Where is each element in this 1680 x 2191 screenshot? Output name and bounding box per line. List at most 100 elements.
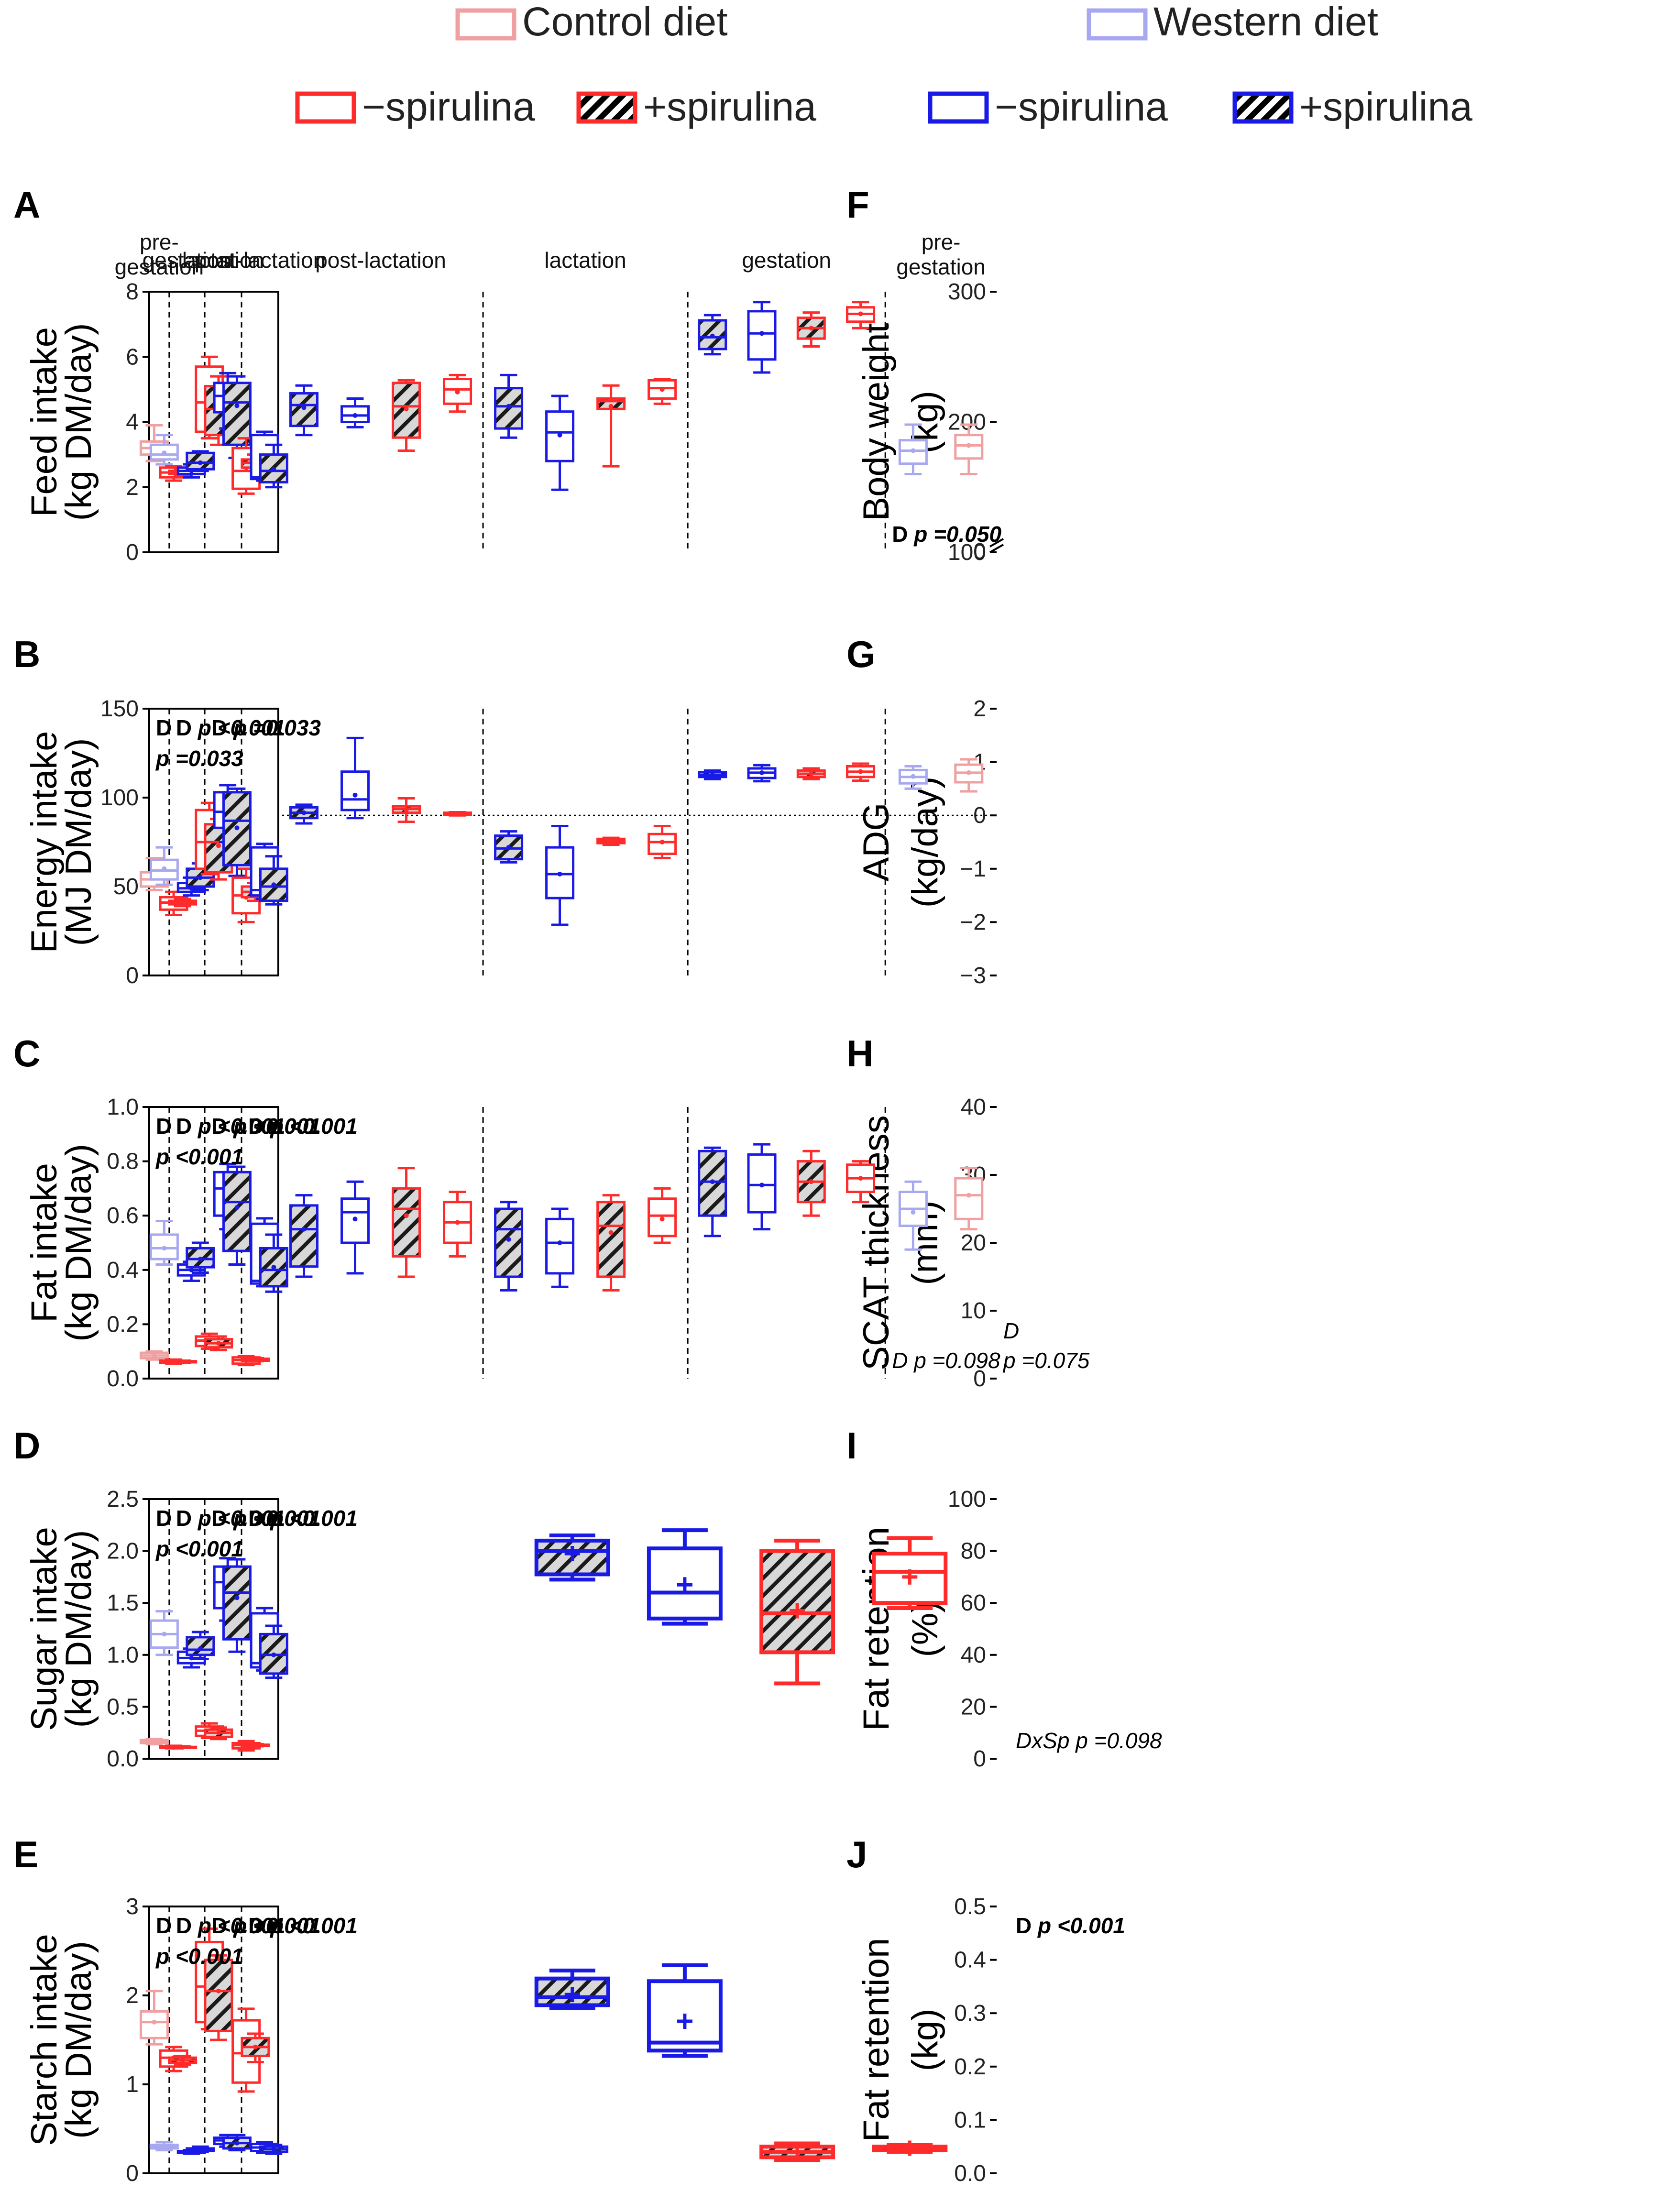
y-axis-label: Starch intake: [24, 1934, 65, 2146]
box-plot: [872, 2140, 948, 2156]
box-hatched: [289, 1204, 319, 1268]
y-tick-label: 0.4: [954, 1948, 986, 1973]
mean-marker: [198, 875, 203, 880]
mean-marker: [455, 811, 460, 816]
mean-marker: [271, 467, 276, 472]
mean-marker: [152, 2019, 157, 2025]
box-plot: [149, 1220, 179, 1266]
y-tick-label: 20: [961, 1694, 986, 1720]
y-tick-label: 1.0: [107, 1095, 139, 1120]
box-plot: [759, 2141, 835, 2162]
y-tick-label: 0.0: [107, 1366, 139, 1391]
box: [545, 1217, 575, 1275]
y-axis-label: (kg DM/day): [58, 323, 99, 521]
legend-treatment-label: +spirulina: [643, 84, 816, 129]
mean-marker: [455, 1220, 460, 1225]
y-tick-label: 2: [126, 1983, 139, 2008]
mean-marker: [858, 1176, 863, 1181]
y-tick-label: 300: [948, 279, 986, 305]
phase-label: post-lactation: [195, 248, 326, 273]
y-tick-label: −3: [960, 963, 986, 988]
stat-annotation: D: [156, 1913, 172, 1938]
legend-treatment-swatch: [576, 91, 637, 124]
mean-marker: [790, 1603, 805, 1619]
y-axis-label: (kg DM/day): [58, 1530, 99, 1728]
box-plot: [898, 765, 928, 790]
mean-marker: [162, 866, 167, 871]
box-plot: [647, 1528, 723, 1626]
box-plot: [186, 862, 215, 891]
mean-marker: [564, 1546, 580, 1562]
box-plot: [747, 1143, 777, 1231]
box-plot: [222, 1558, 252, 1653]
mean-marker: [564, 1987, 580, 2003]
mean-marker: [557, 432, 562, 438]
box-plot: [596, 836, 626, 846]
box-plot: [259, 855, 288, 906]
stat-annotation: D: [156, 715, 172, 740]
box-plot: [139, 1350, 169, 1361]
box-plot: [241, 1742, 270, 1748]
mean-marker: [152, 1740, 157, 1745]
mean-marker: [180, 1745, 185, 1750]
mean-marker: [253, 1742, 258, 1748]
y-tick-label: 40: [961, 1095, 986, 1120]
mean-marker: [790, 2144, 805, 2160]
mean-marker: [911, 448, 916, 453]
y-tick-label: 10: [961, 1298, 986, 1324]
stat-annotation: D p =0.033: [211, 715, 321, 740]
panel-letter: B: [13, 633, 40, 675]
box-plot: [289, 803, 319, 825]
mean-marker: [216, 843, 221, 848]
mean-marker: [759, 331, 765, 336]
mean-marker: [858, 311, 863, 317]
y-tick-label: 40: [961, 1643, 986, 1668]
box-plot: [289, 384, 319, 437]
box: [954, 1177, 984, 1220]
mean-marker: [710, 772, 715, 778]
box-hatched: [204, 1959, 233, 2032]
mean-marker: [659, 1216, 665, 1222]
mean-marker: [506, 404, 511, 409]
mean-marker: [352, 792, 358, 798]
box-plot: [392, 379, 421, 452]
box-plot: [222, 375, 252, 459]
mean-marker: [271, 882, 276, 887]
box-plot: [494, 1201, 524, 1292]
box-plot: [241, 2032, 270, 2063]
y-tick-label: 0.2: [107, 1312, 139, 1337]
y-tick-label: 100: [100, 785, 139, 811]
stat-annotation: p <0.001: [155, 1144, 243, 1169]
stat-annotation: D p <0.001: [1016, 1913, 1125, 1938]
box-plot: [647, 1963, 723, 2058]
y-axis-label: SCAT thickness: [856, 1115, 897, 1370]
mean-marker: [759, 1183, 765, 1188]
y-tick-label: 0.5: [954, 1894, 986, 1919]
box-hatched: [494, 1207, 524, 1278]
y-axis-label: (kg DM/day): [58, 1144, 99, 1342]
box-plot: [796, 767, 826, 780]
box-plot: [443, 1191, 472, 1258]
phase-label: lactation: [544, 248, 626, 273]
mean-marker: [198, 1646, 203, 1651]
stat-annotation: D p =0.098: [892, 1348, 1000, 1373]
y-axis-label: (MJ DM/day): [58, 738, 99, 946]
y-tick-label: 0: [126, 2161, 139, 2186]
box-plot: [289, 1194, 319, 1278]
stat-annotation: D p <0.001: [211, 1506, 321, 1531]
box-plot: [186, 450, 215, 472]
box-hatched: [222, 1565, 252, 1641]
box-plot: [534, 1968, 610, 2010]
mean-marker: [404, 406, 409, 412]
box-plot: [698, 314, 727, 356]
box-plot: [241, 1357, 270, 1363]
mean-marker: [253, 1357, 258, 1362]
box-plot: [596, 1194, 626, 1292]
y-tick-label: 150: [100, 696, 139, 722]
box-hatched: [222, 1171, 252, 1252]
y-tick-label: 0.6: [107, 1203, 139, 1228]
mean-marker: [677, 1577, 692, 1593]
